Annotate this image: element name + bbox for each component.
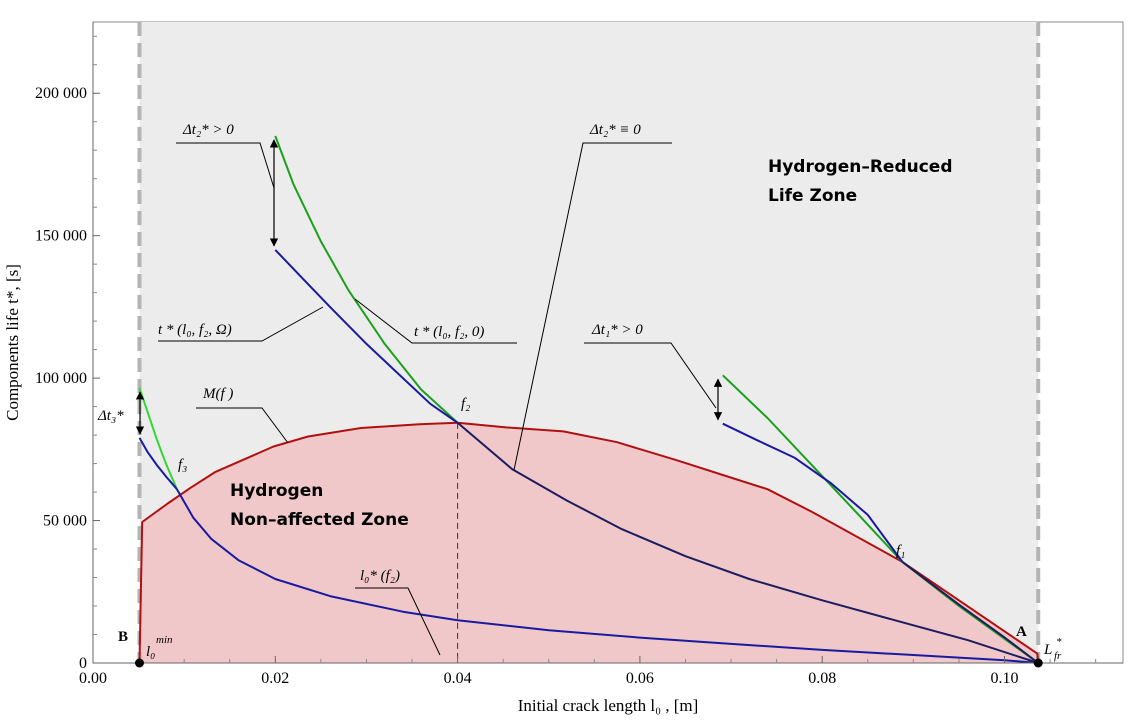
series-line-7	[138, 437, 178, 490]
f1-combined-line	[901, 561, 1039, 664]
series-layer	[138, 135, 1040, 664]
series-line-2	[274, 249, 459, 424]
x-tick-label-4: 0.08	[808, 670, 836, 687]
series-line-4	[722, 374, 1039, 664]
delta-t2-zero-label: Δt₂* ≡ 0	[589, 122, 641, 138]
x-tick-label-3: 0.06	[626, 670, 654, 687]
delta-t2-positive-label: Δt₂* > 0	[182, 122, 234, 138]
f1-label: f₁	[896, 543, 905, 559]
leader-dt2-positive	[176, 142, 275, 189]
leader-dt2-zero	[513, 142, 672, 471]
y-tick-label-1: 50 000	[43, 513, 87, 530]
y-axis-title: Components life t*, [s]	[3, 264, 22, 421]
zone-label-bottom: Life Zone	[768, 186, 857, 206]
leader-m-f	[196, 407, 289, 444]
l-fr-superscript: *	[1056, 636, 1062, 648]
leader-t-zero	[354, 298, 517, 344]
x-tick-label-2: 0.04	[444, 670, 472, 687]
leader-l0-star	[355, 587, 441, 656]
y-tick-label-3: 150 000	[35, 228, 87, 245]
axes-layer: 0.00 0.02 0.04 0.06 0.08 0.10 0 50 000 100 000 15…	[35, 22, 1123, 687]
zone-label-top: Hydrogen–Reduced	[768, 157, 953, 177]
l-fr-label: L	[1043, 642, 1052, 658]
x-axis-title: Initial crack length l₀ , [m]	[518, 696, 699, 715]
l0-star-label: l₀* (f₂)	[360, 568, 400, 584]
series-line-1	[274, 135, 459, 424]
series-line-8	[176, 488, 1039, 664]
y-tick-label-4: 200 000	[35, 85, 87, 102]
series-line-6	[138, 387, 178, 490]
x-tick-label-1: 0.02	[261, 670, 289, 687]
l0-min-label: l₀	[146, 644, 155, 660]
l0-min-superscript: min	[156, 634, 173, 646]
point-b-marker	[134, 658, 144, 668]
series-line-3	[456, 422, 1039, 664]
delta-t3-label: Δt₃*	[97, 408, 124, 424]
leader-t-omega	[158, 306, 324, 342]
region-label-top: Hydrogen	[230, 481, 323, 501]
f2-label: f₂	[461, 396, 470, 412]
x-tick-label-5: 0.10	[991, 670, 1019, 687]
t-star-zero-label: t * (l₀, f₂, 0)	[414, 324, 484, 340]
f3-label: f₃	[178, 457, 187, 473]
point-b-label: B	[118, 629, 128, 645]
series-line-5	[722, 422, 904, 563]
x-tick-label-0: 0.00	[79, 670, 107, 687]
l-fr-subscript: fr	[1054, 650, 1062, 662]
point-a-label: A	[1016, 624, 1027, 640]
y-tick-label-2: 100 000	[35, 370, 87, 387]
leader-dt1	[584, 342, 717, 409]
leader-lines	[135, 139, 723, 656]
t-star-omega-label: t * (l₀, f₂, Ω)	[158, 322, 232, 338]
delta-t1-positive-label: Δt₁* > 0	[591, 322, 643, 338]
point-a-marker	[1033, 658, 1043, 668]
region-label-bottom: Non–affected Zone	[230, 510, 409, 530]
m-f-label: M(f )	[202, 386, 233, 402]
y-tick-label-0: 0	[79, 655, 87, 672]
